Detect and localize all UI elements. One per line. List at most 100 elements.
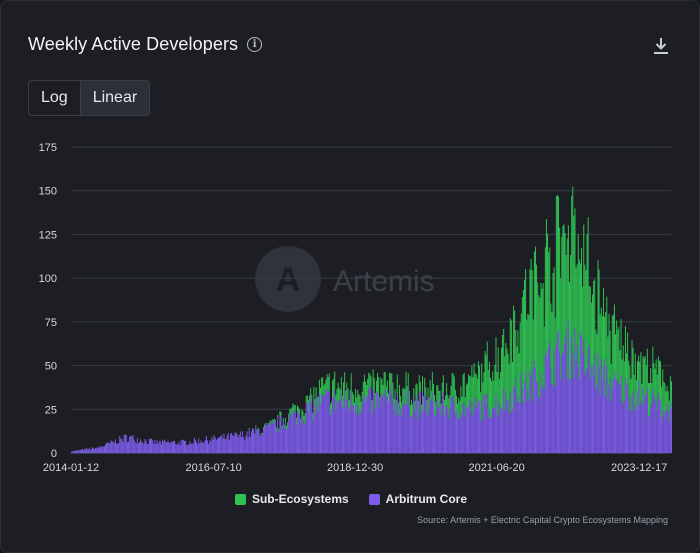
bar-arbitrum-core [470, 412, 472, 453]
bar-sub-ecosystems [468, 374, 470, 408]
bar-arbitrum-core [250, 431, 252, 453]
bar-arbitrum-core [531, 366, 533, 453]
bar-sub-ecosystems [507, 353, 509, 402]
bar-arbitrum-core [539, 397, 541, 453]
bar-arbitrum-core [290, 414, 292, 453]
bar-sub-ecosystems [640, 352, 642, 401]
download-icon[interactable] [651, 36, 671, 56]
bar-arbitrum-core [490, 417, 492, 453]
bar-sub-ecosystems [357, 389, 359, 406]
bar-arbitrum-core [453, 402, 455, 453]
x-tick-label: 2023-12-17 [611, 462, 667, 474]
bar-sub-ecosystems [477, 361, 479, 401]
bar-sub-ecosystems [430, 390, 432, 402]
bar-arbitrum-core [114, 439, 116, 453]
bar-sub-ecosystems [289, 408, 291, 415]
title-row: Weekly Active Developers i [28, 34, 263, 55]
bar-arbitrum-core [115, 443, 117, 453]
bar-sub-ecosystems [403, 387, 405, 403]
bar-arbitrum-core [371, 413, 373, 453]
bar-arbitrum-core [370, 386, 372, 453]
bar-arbitrum-core [473, 397, 475, 453]
bar-arbitrum-core [477, 400, 479, 453]
bar-arbitrum-core [623, 401, 625, 453]
bar-sub-ecosystems [593, 280, 595, 375]
bar-arbitrum-core [187, 444, 189, 453]
log-scale-button[interactable]: Log [41, 89, 68, 106]
bar-arbitrum-core [228, 439, 230, 453]
bar-sub-ecosystems [355, 388, 357, 404]
bar-arbitrum-core [644, 395, 646, 453]
bar-arbitrum-core [585, 371, 587, 453]
bar-arbitrum-core [191, 443, 193, 453]
bar-arbitrum-core [126, 441, 128, 453]
bar-arbitrum-core [258, 429, 260, 453]
bar-arbitrum-core [321, 393, 323, 453]
bar-arbitrum-core [632, 391, 634, 453]
bar-sub-ecosystems [315, 387, 317, 398]
linear-scale-button[interactable]: Linear [79, 81, 150, 115]
bar-arbitrum-core [124, 434, 126, 453]
bar-arbitrum-core [132, 435, 134, 453]
bar-arbitrum-core [631, 395, 633, 453]
bar-arbitrum-core [549, 341, 551, 453]
legend-item-sub-ecosystems[interactable]: Sub-Ecosystems [234, 492, 349, 506]
bar-arbitrum-core [269, 422, 271, 453]
bar-arbitrum-core [113, 443, 115, 453]
bar-arbitrum-core [465, 407, 467, 453]
bar-arbitrum-core [91, 447, 93, 453]
bar-arbitrum-core [327, 390, 329, 453]
bar-sub-ecosystems [643, 358, 645, 404]
bar-arbitrum-core [74, 451, 76, 453]
source-note: Source: Artemis + Electric Capital Crypt… [417, 515, 668, 525]
bar-arbitrum-core [221, 434, 223, 453]
bar-arbitrum-core [80, 449, 82, 453]
bar-arbitrum-core [609, 377, 611, 453]
bar-arbitrum-core [652, 388, 654, 453]
bar-arbitrum-core [635, 409, 637, 453]
bar-sub-ecosystems [511, 362, 513, 410]
bar-arbitrum-core [658, 398, 660, 453]
bar-arbitrum-core [262, 428, 264, 453]
bar-arbitrum-core [112, 441, 114, 453]
bar-sub-ecosystems [323, 385, 325, 397]
bar-arbitrum-core [356, 414, 358, 453]
bar-arbitrum-core [148, 438, 150, 453]
bar-arbitrum-core [123, 434, 125, 453]
bar-sub-ecosystems [658, 360, 660, 399]
bar-arbitrum-core [316, 406, 318, 453]
bar-sub-ecosystems [296, 405, 298, 412]
bar-sub-ecosystems [669, 376, 671, 409]
bar-arbitrum-core [646, 388, 648, 453]
bar-sub-ecosystems [506, 348, 508, 401]
bar-arbitrum-core [436, 399, 438, 453]
bar-arbitrum-core [109, 443, 111, 453]
bar-arbitrum-core [432, 401, 434, 453]
bar-sub-ecosystems [258, 429, 260, 430]
legend-item-arbitrum-core[interactable]: Arbitrum Core [368, 492, 467, 506]
bar-arbitrum-core [197, 444, 199, 453]
bar-arbitrum-core [261, 433, 263, 453]
bar-arbitrum-core [317, 411, 319, 453]
bar-sub-ecosystems [333, 378, 335, 397]
bar-sub-ecosystems [574, 208, 576, 329]
bar-arbitrum-core [409, 416, 411, 453]
bar-arbitrum-core [524, 381, 526, 453]
bar-sub-ecosystems [671, 381, 672, 403]
bar-sub-ecosystems [336, 389, 338, 403]
bar-sub-ecosystems [564, 232, 566, 339]
bar-arbitrum-core [419, 391, 421, 453]
bar-sub-ecosystems [441, 382, 443, 397]
bar-sub-ecosystems [483, 372, 485, 395]
bar-arbitrum-core [107, 442, 109, 453]
bar-arbitrum-core [537, 382, 539, 453]
info-icon[interactable]: i [247, 37, 263, 52]
bar-sub-ecosystems [595, 329, 597, 391]
bar-arbitrum-core [642, 388, 644, 453]
bar-arbitrum-core [378, 398, 380, 453]
bar-sub-ecosystems [447, 394, 449, 409]
bar-arbitrum-core [552, 386, 554, 453]
bar-sub-ecosystems [393, 398, 395, 412]
bar-arbitrum-core [542, 385, 544, 453]
bar-sub-ecosystems [551, 312, 553, 385]
